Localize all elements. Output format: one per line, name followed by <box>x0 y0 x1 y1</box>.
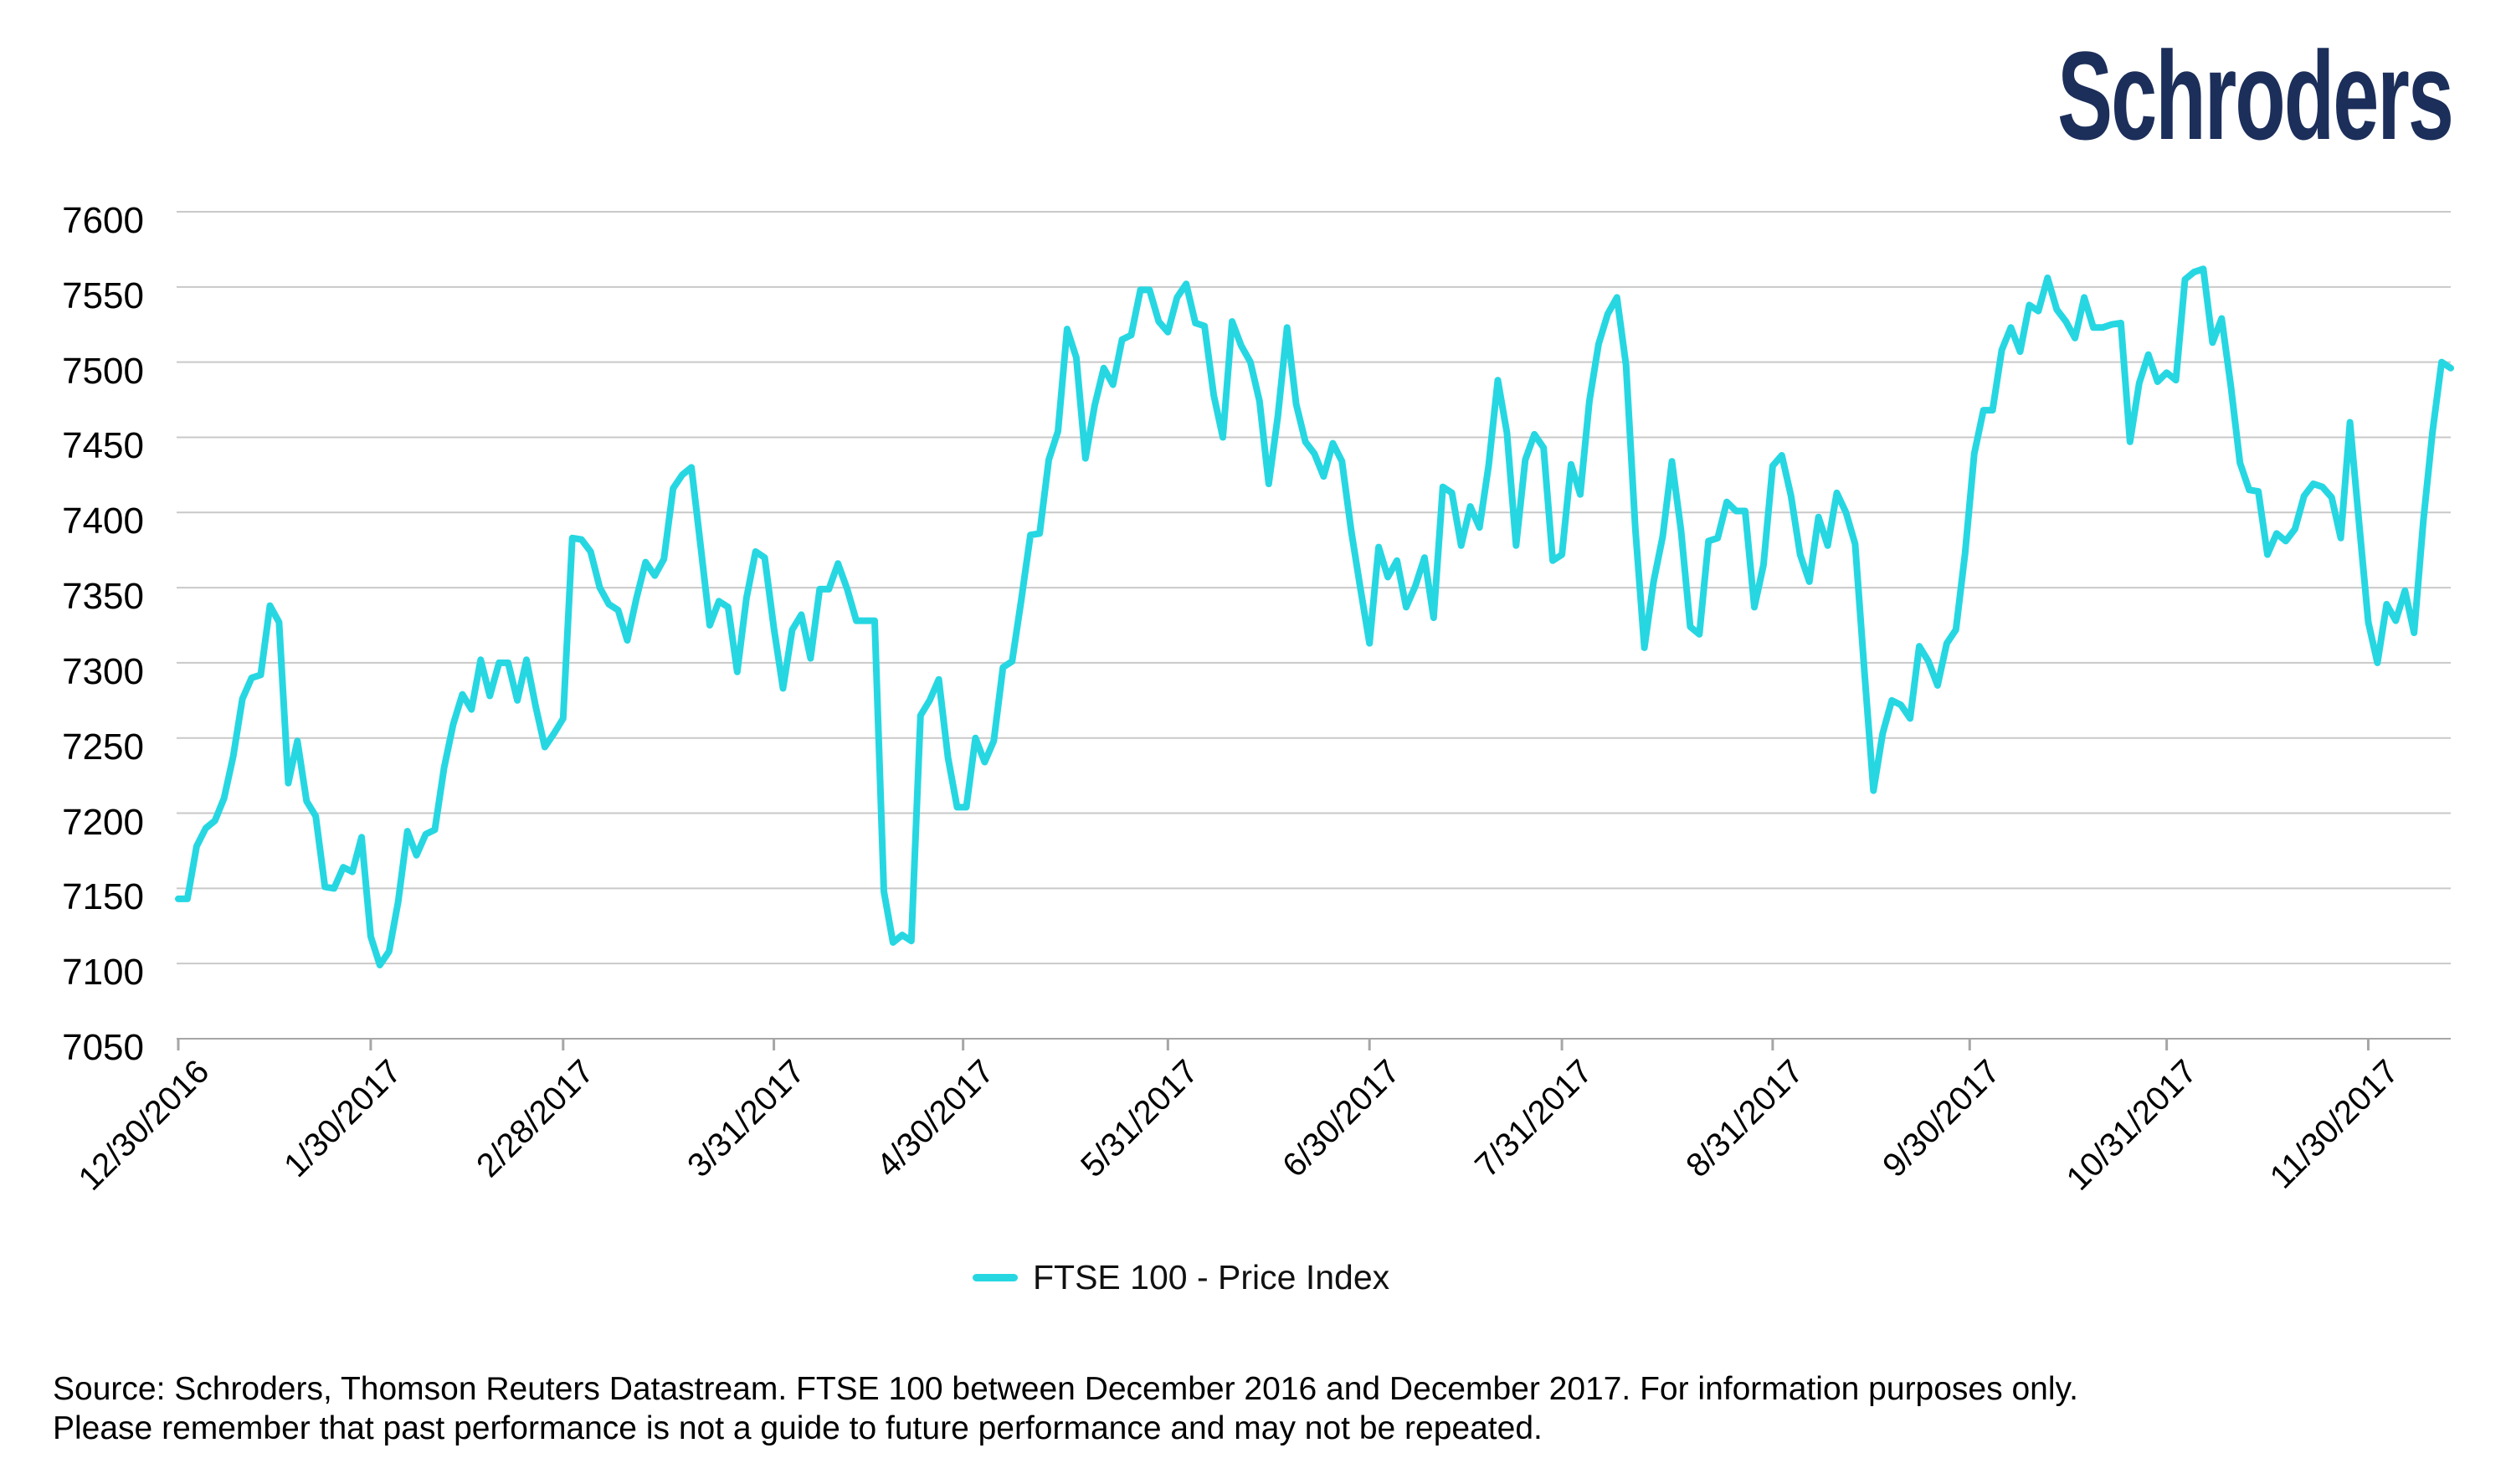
y-axis-tick-label: 7450 <box>62 425 144 467</box>
y-axis-tick-label: 7200 <box>62 801 144 843</box>
y-axis-tick-label: 7600 <box>62 200 144 241</box>
y-axis-tick-label: 7350 <box>62 576 144 618</box>
legend: FTSE 100 - Price Index <box>973 1258 1389 1297</box>
price-line <box>175 265 2454 968</box>
y-axis-tick-label: 7150 <box>62 876 144 918</box>
source-note-line2: Please remember that past performance is… <box>53 1410 1543 1446</box>
source-note-line1: Source: Schroders, Thomson Reuters Datas… <box>53 1371 2078 1407</box>
y-axis-tick-label: 7550 <box>62 275 144 316</box>
y-axis-tick-label: 7100 <box>62 952 144 994</box>
y-axis-tick-label: 7400 <box>62 501 144 542</box>
schroders-logo: Schroders <box>2057 25 2454 166</box>
source-note: Source: Schroders, Thomson Reuters Datas… <box>53 1369 2078 1448</box>
y-axis-tick-label: 7500 <box>62 350 144 392</box>
y-axis-tick-label: 7050 <box>62 1027 144 1068</box>
legend-line-swatch <box>973 1274 1018 1281</box>
y-axis-tick-label: 7250 <box>62 726 144 768</box>
legend-label: FTSE 100 - Price Index <box>1033 1258 1390 1297</box>
y-axis-tick-label: 7300 <box>62 650 144 692</box>
